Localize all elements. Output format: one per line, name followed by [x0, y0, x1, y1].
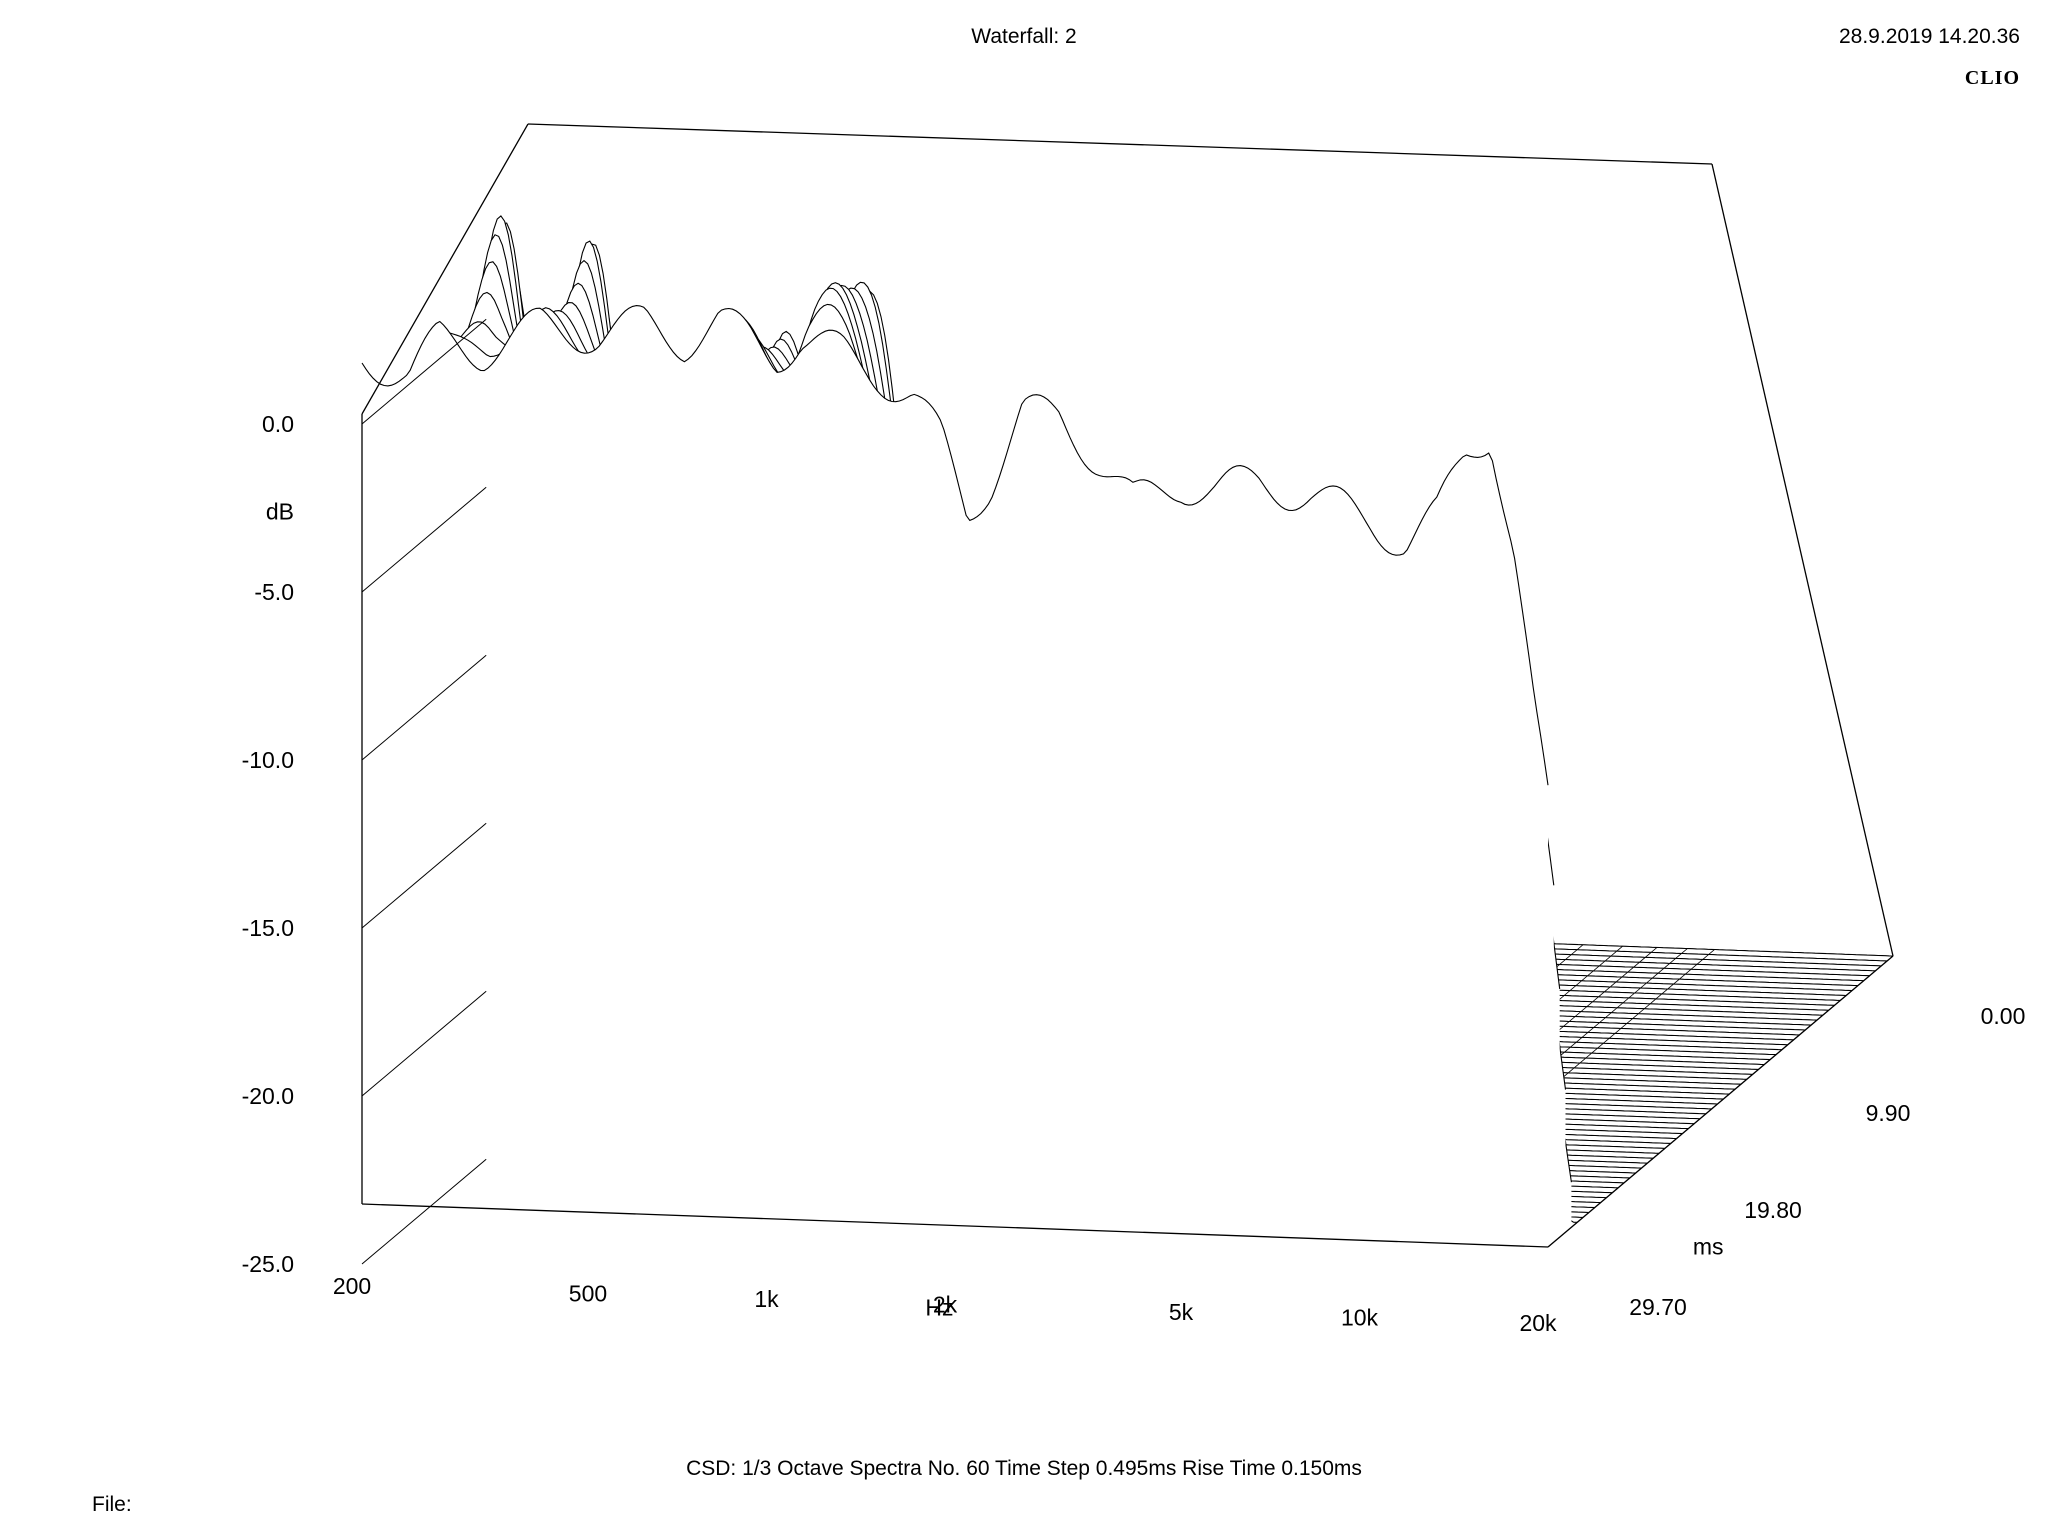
- x-tick-label: 5k: [1169, 1299, 1194, 1325]
- z-axis-labels: 0.00 9.90 19.80 29.70: [1629, 1003, 2025, 1320]
- spectrum-line: [361, 305, 1549, 786]
- y-tick-label: -25.0: [242, 1251, 294, 1277]
- timestamp: 28.9.2019 14.20.36: [1838, 25, 2020, 48]
- x-tick-label: 10k: [1341, 1304, 1379, 1330]
- x-tick-label: 2k: [933, 1292, 958, 1318]
- spectra-group: [361, 215, 1894, 1248]
- y-grid-line: [361, 318, 487, 425]
- x-tick-label: 500: [569, 1280, 607, 1306]
- y-tick-label: 0.0: [262, 411, 294, 437]
- top-back-edge: [527, 123, 1713, 165]
- x-tick-label: 1k: [754, 1286, 779, 1312]
- chart-title: Waterfall: 2: [971, 25, 1077, 48]
- top-left-edge: [361, 123, 529, 415]
- y-tick-label: -5.0: [254, 579, 294, 605]
- floor-front-edge: [361, 1203, 1549, 1248]
- z-tick-label: 19.80: [1744, 1197, 1802, 1223]
- y-grid-line: [361, 654, 487, 761]
- y-tick-label: -20.0: [242, 1083, 294, 1109]
- measurement-info: CSD: 1/3 Octave Spectra No. 60 Time Step…: [686, 1457, 1362, 1480]
- floor-right-edge: [1547, 955, 1894, 1248]
- y-tick-label: -15.0: [242, 915, 294, 941]
- brand-logo-text: CLIO: [1964, 67, 2020, 89]
- z-tick-label: 0.00: [1981, 1003, 2026, 1029]
- y-grid-line: [361, 822, 487, 929]
- y-grid-line: [361, 1158, 487, 1265]
- y-axis-labels: 0.0 -5.0 -10.0 -15.0 -20.0 -25.0: [242, 411, 294, 1277]
- x-axis-labels: 200 500 1k 2k 5k 10k 20k: [333, 1273, 1557, 1336]
- z-axis-title: ms: [1693, 1233, 1724, 1259]
- y-grid-line: [361, 990, 487, 1097]
- x-tick-label: 20k: [1519, 1310, 1557, 1336]
- x-axis-title: Hz: [925, 1294, 953, 1320]
- y-grid-line: [361, 486, 487, 593]
- z-tick-label: 9.90: [1866, 1100, 1911, 1126]
- y-tick-label: -10.0: [242, 747, 294, 773]
- back-right-edge: [1711, 163, 1894, 957]
- axis-box: [361, 123, 1894, 1265]
- spectrum-fill: [362, 305, 1548, 1248]
- x-tick-label: 200: [333, 1273, 371, 1299]
- y-axis-title: dB: [266, 498, 294, 524]
- z-tick-label: 29.70: [1629, 1294, 1687, 1320]
- file-label: File:: [92, 1493, 132, 1516]
